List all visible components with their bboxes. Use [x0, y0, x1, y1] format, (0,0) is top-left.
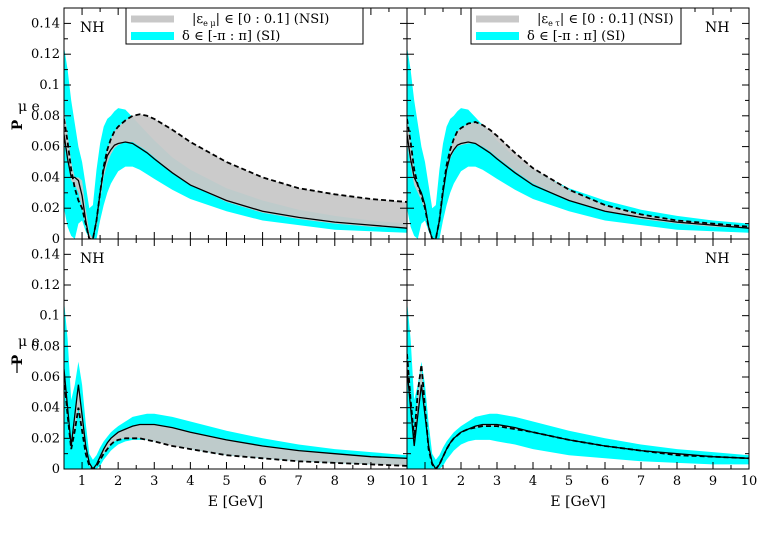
- legend-entry-1: δ ∈ [-π : π] (SI): [182, 29, 280, 44]
- y-tick-label: 0.06: [31, 140, 60, 155]
- x-tick-label: 1: [78, 474, 86, 489]
- legend-name: δ ∈ [-π : π] (SI): [182, 29, 280, 44]
- hierarchy-label: NH: [80, 251, 104, 267]
- legend-entry-0: |εe τ| ∈ [0 : 0.1] (NSI): [537, 12, 674, 28]
- x-tick-label: 7: [295, 474, 303, 489]
- y-tick-label: 0: [52, 462, 60, 477]
- nsi-band: [64, 108, 407, 239]
- panel-bottom-left: 0 0.02 0.04 0.06 0.08 0.1 0.12 0.14 1 2 3 4 5 6 7 8 9 10 E…: [10, 238, 416, 510]
- x-tick-label: 4: [529, 474, 537, 489]
- si-band: [407, 300, 749, 469]
- dashed-curve: [407, 353, 749, 469]
- dashed-curve: [407, 118, 749, 239]
- nsi-band: [64, 369, 407, 469]
- legend-name: |ε: [192, 12, 203, 27]
- y-tick-label: 0.12: [31, 278, 60, 293]
- x-tick-label: 6: [258, 474, 266, 489]
- y-axis-label: Pμ e: [10, 99, 40, 130]
- x-tick-label: 9: [709, 474, 717, 489]
- panel-top-right: NH|εe τ| ∈ [0 : 0.1] (NSI)δ ∈ [-π : π] (…: [406, 7, 750, 240]
- y-axis-title: P: [10, 354, 26, 365]
- plot-area: [407, 46, 749, 239]
- legend-entry-1: δ ∈ [-π : π] (SI): [527, 29, 625, 44]
- x-tick-label: 1: [421, 474, 429, 489]
- panel-top-left: 0 0.02 0.04 0.06 0.08 0.1 0.12 0.14 Pμ e NH |εe μ|…: [10, 7, 408, 247]
- solid-curve: [64, 134, 407, 239]
- x-tick-label: 8: [673, 474, 681, 489]
- x-axis-label: E [GeV]: [208, 494, 263, 510]
- legend-name: |ε: [537, 12, 548, 27]
- plot-area: [64, 46, 407, 239]
- y-tick-label: 0: [52, 232, 60, 247]
- panel-bottom-right: 1 2 3 4 5 6 7 8 9 10 E [GeV] NH: [406, 238, 758, 510]
- y-tick-label: 0.14: [31, 247, 60, 262]
- hierarchy-label: NH: [705, 20, 729, 36]
- legend-sub: e τ: [548, 19, 560, 28]
- y-tick-label: 0.02: [31, 431, 60, 446]
- x-tick-label: 9: [367, 474, 375, 489]
- legend: |εe τ| ∈ [0 : 0.1] (NSI)δ ∈ [-π : π] (SI…: [470, 7, 682, 45]
- legend-name: δ ∈ [-π : π] (SI): [527, 29, 625, 44]
- x-tick-label: 10: [741, 474, 758, 489]
- dashed-curve: [64, 376, 407, 469]
- hierarchy-label: NH: [705, 251, 729, 267]
- x-tick-label: 7: [637, 474, 645, 489]
- y-tick-label: 0.14: [31, 16, 60, 31]
- y-tick-label: 0.08: [31, 339, 60, 354]
- x-tick-label: 6: [601, 474, 609, 489]
- y-tick-label: 0.12: [31, 47, 60, 62]
- x-tick-label: 2: [114, 474, 122, 489]
- y-axis-subscript: μ e: [18, 99, 40, 115]
- dashed-curve: [64, 113, 407, 239]
- legend-post: | ∈ [0 : 0.1] (NSI): [560, 12, 674, 27]
- y-tick-label: 0.02: [31, 201, 60, 216]
- y-tick-label: 0.04: [31, 170, 60, 185]
- x-tick-label: 5: [222, 474, 230, 489]
- panel-frame: [406, 238, 750, 470]
- y-tick-label: 0.1: [39, 309, 60, 324]
- y-tick-label: 0.06: [31, 370, 60, 385]
- solid-curve: [64, 369, 407, 469]
- plot-area: [64, 300, 407, 469]
- x-tick-label: 3: [150, 474, 158, 489]
- y-tick-label: 0.1: [39, 78, 60, 93]
- x-tick-label: 3: [493, 474, 501, 489]
- x-tick-label: 2: [457, 474, 465, 489]
- x-axis-label: E [GeV]: [550, 494, 605, 510]
- x-tick-label: 5: [565, 474, 573, 489]
- hierarchy-label: NH: [80, 20, 104, 36]
- x-tick-label: 10: [399, 474, 416, 489]
- x-tick-label: 8: [331, 474, 339, 489]
- y-axis-title: P: [10, 119, 26, 130]
- legend-sub: e μ: [203, 19, 215, 28]
- nsi-band: [407, 115, 749, 239]
- y-tick-label: 0.04: [31, 401, 60, 416]
- legend: |εe μ| ∈ [0 : 0.1] (NSI)δ ∈ [-π : π] (SI…: [125, 7, 364, 45]
- y-axis-label: Pμ e: [10, 334, 40, 373]
- plot-area: [407, 300, 749, 469]
- x-tick-label: 4: [186, 474, 194, 489]
- y-axis-subscript: μ e: [18, 334, 40, 350]
- legend-post: | ∈ [0 : 0.1] (NSI): [216, 12, 330, 27]
- y-tick-label: 0.08: [31, 109, 60, 124]
- legend-entry-0: |εe μ| ∈ [0 : 0.1] (NSI): [192, 12, 329, 28]
